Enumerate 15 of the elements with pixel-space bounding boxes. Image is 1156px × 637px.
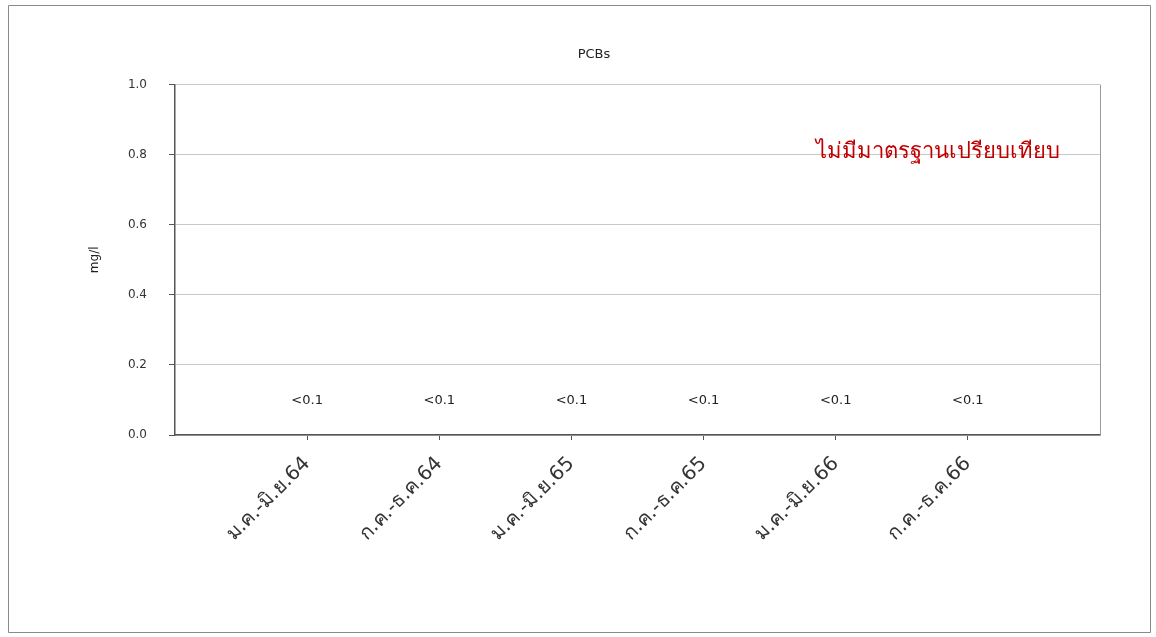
y-tick-label: 0.8 [127, 146, 147, 161]
annotation: <0.1 [291, 392, 323, 408]
chart-title: PCBs [577, 46, 611, 62]
annotation: <0.1 [555, 392, 588, 408]
y-axis-title: mg/l [87, 246, 102, 274]
annotation: <0.1 [952, 392, 984, 408]
annotation: <0.1 [819, 392, 852, 408]
y-tick-label: 0.2 [127, 357, 147, 372]
annotation: <0.1 [687, 392, 720, 408]
annotation: <0.1 [423, 392, 456, 408]
y-tick-label: 0.6 [127, 216, 147, 231]
y-tick-label: 1.0 [127, 76, 147, 91]
y-tick-label: 0.0 [127, 427, 147, 442]
y-tick-label: 0.4 [127, 286, 147, 301]
annotation: ไม่มีมาตรฐานเปรียบเทียบ [814, 138, 1060, 165]
